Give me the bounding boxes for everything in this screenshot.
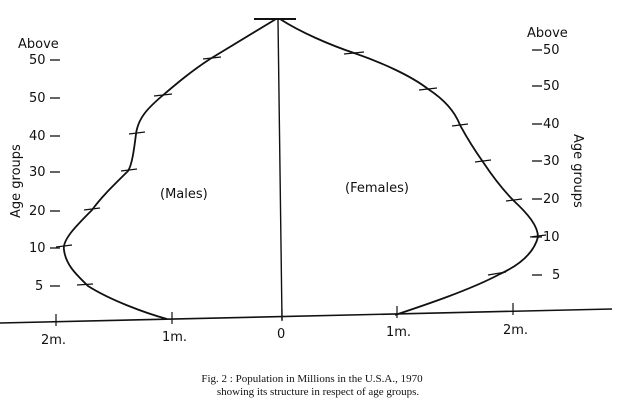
left-above-label: Above: [18, 37, 59, 52]
males-region-label: (Males): [160, 187, 208, 202]
left-tick-label: 50: [29, 91, 46, 106]
right-tick-dashes: [532, 49, 542, 276]
females-curve-ticks: [343, 51, 547, 276]
right-tick-label: 40: [543, 117, 560, 132]
left-tick-label: 10: [29, 241, 46, 256]
right-axis-title: Age groups: [570, 134, 585, 208]
males-population-curve: [63, 18, 277, 320]
left-axis-title: Age groups: [9, 144, 24, 218]
x-tick-label: 1m.: [162, 330, 187, 345]
right-tick-label: 10: [543, 230, 560, 245]
x-axis-tick-labels: 2m. 1m. 0 1m. 2m.: [41, 323, 528, 348]
right-tick-label: 50: [543, 43, 560, 58]
right-tick-labels: 50 50 40 30 20 10 5: [543, 43, 560, 283]
x-axis-line: [0, 308, 613, 324]
left-tick-labels: 50 50 40 30 20 10 5: [29, 53, 46, 294]
left-tick-label: 30: [29, 165, 46, 180]
left-tick-label: 40: [29, 129, 46, 144]
x-axis-ticks: [55, 303, 514, 326]
figure-caption-line-2: showing its structure in respect of age …: [216, 386, 420, 398]
left-tick-label: 5: [35, 279, 43, 294]
x-tick-label: 1m.: [386, 325, 411, 340]
right-tick-label: 30: [543, 154, 560, 169]
center-divider-line: [277, 19, 283, 321]
right-tick-label: 50: [543, 79, 560, 94]
females-region-label: (Females): [345, 181, 409, 196]
x-tick-label: 0: [277, 327, 285, 342]
x-tick-label: 2m.: [41, 333, 66, 348]
figure-caption-line-1: Fig. 2 : Population in Millions in the U…: [201, 373, 423, 385]
left-tick-label: 50: [29, 53, 46, 68]
right-tick-label: 20: [543, 192, 560, 207]
left-tick-dashes: [50, 59, 60, 287]
males-curve-ticks: [55, 56, 222, 286]
females-population-curve: [279, 18, 539, 316]
right-above-label: Above: [527, 26, 568, 41]
right-tick-label: 5: [552, 268, 560, 283]
left-tick-label: 20: [29, 204, 46, 219]
x-tick-label: 2m.: [503, 323, 528, 338]
